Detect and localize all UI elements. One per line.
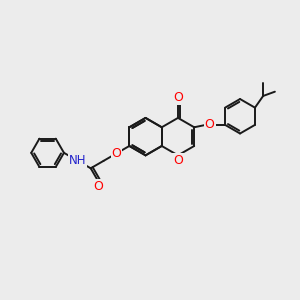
Text: O: O: [93, 180, 103, 193]
Text: O: O: [112, 147, 122, 160]
Text: O: O: [173, 154, 183, 167]
Text: O: O: [173, 92, 183, 104]
Text: NH: NH: [69, 154, 86, 167]
Text: O: O: [205, 118, 214, 131]
